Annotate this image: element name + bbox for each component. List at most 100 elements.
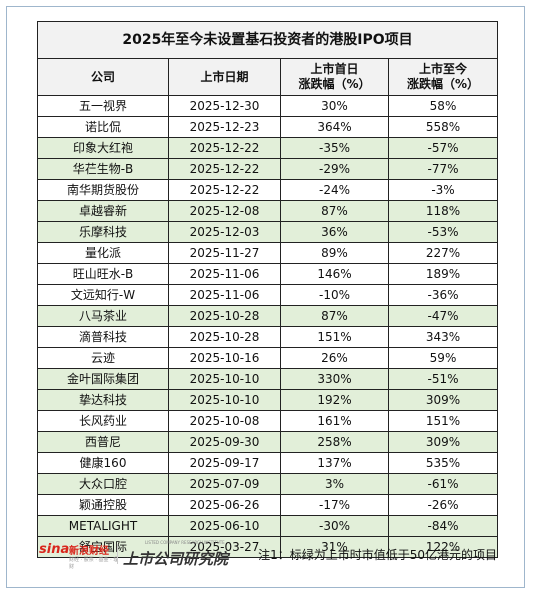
first-day-change-cell: 87% (280, 200, 389, 222)
header-to-date-change: 上市至今 涨跌幅（%） (387, 58, 499, 96)
logo-divider (117, 544, 118, 564)
to-date-change-cell: 58% (387, 95, 499, 117)
table-row: 旺山旺水-B 2025-11-06 146% 189% (37, 263, 499, 285)
to-date-change-cell: 535% (387, 452, 499, 474)
date-cell: 2025-10-16 (168, 347, 281, 369)
header-first-day-line2: 涨跌幅（%） (298, 77, 371, 91)
header-first-day-change: 上市首日 涨跌幅（%） (280, 58, 389, 96)
date-cell: 2025-07-09 (168, 473, 281, 495)
date-cell: 2025-12-22 (168, 137, 281, 159)
date-cell: 2025-11-06 (168, 284, 281, 306)
first-day-change-cell: -29% (280, 158, 389, 180)
to-date-change-cell: 558% (387, 116, 499, 138)
to-date-change-cell: -3% (387, 179, 499, 201)
header-to-date-line1: 上市至今 (419, 62, 468, 76)
to-date-change-cell: 189% (387, 263, 499, 285)
first-day-change-cell: 146% (280, 263, 389, 285)
company-cell: 大众口腔 (37, 473, 169, 495)
first-day-change-cell: -30% (280, 515, 389, 537)
to-date-change-cell: 309% (387, 431, 499, 453)
date-cell: 2025-10-10 (168, 368, 281, 390)
first-day-change-cell: -10% (280, 284, 389, 306)
date-cell: 2025-10-28 (168, 305, 281, 327)
table-row: 量化派 2025-11-27 89% 227% (37, 242, 499, 264)
table-row: METALIGHT 2025-06-10 -30% -84% (37, 515, 499, 537)
to-date-change-cell: -61% (387, 473, 499, 495)
company-cell: 西普尼 (37, 431, 169, 453)
company-cell: 印象大红袍 (37, 137, 169, 159)
table-row: 滴普科技 2025-10-28 151% 343% (37, 326, 499, 348)
date-cell: 2025-10-10 (168, 389, 281, 411)
date-cell: 2025-10-08 (168, 410, 281, 432)
to-date-change-cell: -53% (387, 221, 499, 243)
company-cell: 健康160 (37, 452, 169, 474)
first-day-change-cell: 30% (280, 95, 389, 117)
table-row: 诺比侃 2025-12-23 364% 558% (37, 116, 499, 138)
table-row: 五一视界 2025-12-30 30% 58% (37, 95, 499, 117)
sina-mark: sina (39, 542, 70, 557)
company-cell: 诺比侃 (37, 116, 169, 138)
company-cell: 舒宝国际 (37, 536, 169, 558)
company-cell: 挚达科技 (37, 389, 169, 411)
table-row: 长风药业 2025-10-08 161% 151% (37, 410, 499, 432)
ipo-table: 2025年至今未设置基石投资者的港股IPO项目 公司 上市日期 上市首日 涨跌幅… (36, 21, 499, 558)
to-date-change-cell: 227% (387, 242, 499, 264)
table-row: 华芢生物-B 2025-12-22 -29% -77% (37, 158, 499, 180)
company-cell: 金叶国际集团 (37, 368, 169, 390)
table-title: 2025年至今未设置基石投资者的港股IPO项目 (36, 21, 499, 59)
to-date-change-cell: 118% (387, 200, 499, 222)
company-cell: 华芢生物-B (37, 158, 169, 180)
first-day-change-cell: 3% (280, 473, 389, 495)
table-row: 八马茶业 2025-10-28 87% -47% (37, 305, 499, 327)
research-name: 上市公司研究院 (123, 550, 229, 568)
date-cell: 2025-11-27 (168, 242, 281, 264)
company-cell: 乐摩科技 (37, 221, 169, 243)
company-cell: 南华期货股份 (37, 179, 169, 201)
date-cell: 2025-06-10 (168, 515, 281, 537)
to-date-change-cell: -77% (387, 158, 499, 180)
first-day-change-cell: 364% (280, 116, 389, 138)
table-row: 南华期货股份 2025-12-22 -24% -3% (37, 179, 499, 201)
company-cell: 文远知行-W (37, 284, 169, 306)
table-row: 卓越睿新 2025-12-08 87% 118% (37, 200, 499, 222)
to-date-change-cell: 309% (387, 389, 499, 411)
table-row: 乐摩科技 2025-12-03 36% -53% (37, 221, 499, 243)
header-to-date-line2: 涨跌幅（%） (407, 77, 480, 91)
research-institute-logo: LISTED COMPANY RESEARCH INSTITUTE 上市公司研究… (123, 540, 233, 568)
first-day-change-cell: -35% (280, 137, 389, 159)
date-cell: 2025-10-28 (168, 326, 281, 348)
company-cell: 八马茶业 (37, 305, 169, 327)
first-day-change-cell: 258% (280, 431, 389, 453)
to-date-change-cell: 343% (387, 326, 499, 348)
date-cell: 2025-06-26 (168, 494, 281, 516)
first-day-change-cell: 330% (280, 368, 389, 390)
date-cell: 2025-12-23 (168, 116, 281, 138)
table-row: 文远知行-W 2025-11-06 -10% -36% (37, 284, 499, 306)
to-date-change-cell: -57% (387, 137, 499, 159)
sina-name: 新浪财经 (69, 546, 109, 557)
table-row: 挚达科技 2025-10-10 192% 309% (37, 389, 499, 411)
header-company: 公司 (37, 58, 169, 96)
first-day-change-cell: 36% (280, 221, 389, 243)
company-cell: 云迹 (37, 347, 169, 369)
date-cell: 2025-09-17 (168, 452, 281, 474)
date-cell: 2025-09-30 (168, 431, 281, 453)
to-date-change-cell: 122% (387, 536, 499, 558)
company-cell: 卓越睿新 (37, 200, 169, 222)
table-row: 大众口腔 2025-07-09 3% -61% (37, 473, 499, 495)
footnote: 注1：标绿为上市时市值低于50亿港元的项目 (258, 548, 497, 562)
sina-tagline: 财经 · 股票 · 基金 · 理财 (69, 557, 119, 570)
research-en: LISTED COMPANY RESEARCH INSTITUTE (145, 540, 225, 545)
first-day-change-cell: 192% (280, 389, 389, 411)
first-day-change-cell: 161% (280, 410, 389, 432)
header-listing-date: 上市日期 (168, 58, 281, 96)
company-cell: 滴普科技 (37, 326, 169, 348)
to-date-change-cell: -47% (387, 305, 499, 327)
date-cell: 2025-12-30 (168, 95, 281, 117)
table-row: 西普尼 2025-09-30 258% 309% (37, 431, 499, 453)
date-cell: 2025-03-27 (168, 536, 281, 558)
table-row: 健康160 2025-09-17 137% 535% (37, 452, 499, 474)
company-cell: 长风药业 (37, 410, 169, 432)
header-first-day-line1: 上市首日 (310, 62, 359, 76)
table-row: 金叶国际集团 2025-10-10 330% -51% (37, 368, 499, 390)
